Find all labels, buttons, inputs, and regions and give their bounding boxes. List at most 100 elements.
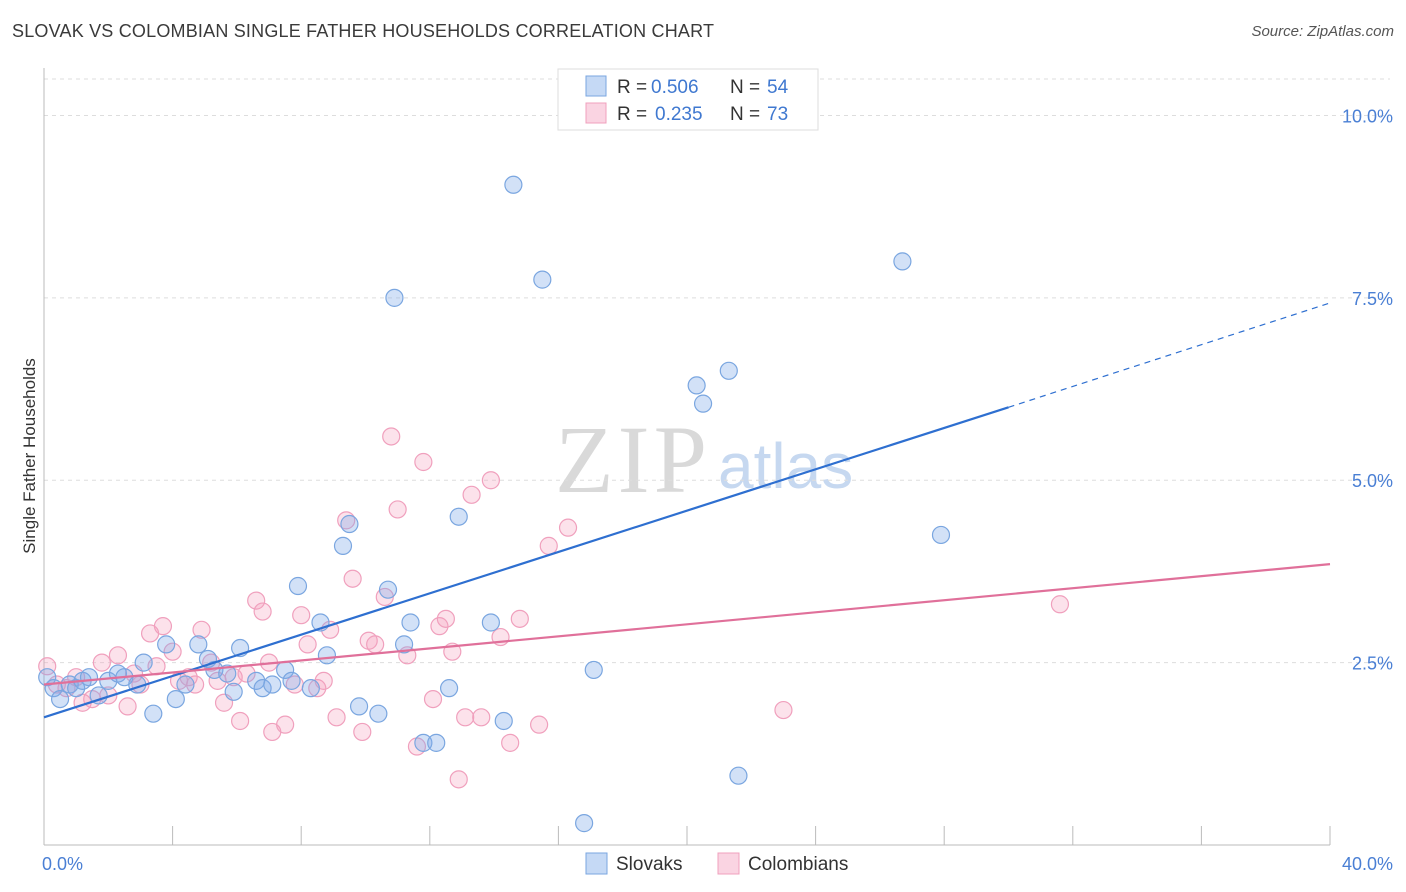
watermark-atlas: atlas [718,430,853,502]
slovak-point [494,711,513,731]
slovak-point [369,704,388,723]
y-tick-label: 5.0% [1352,471,1393,491]
colombian-point [153,617,173,636]
colombian-point [353,722,372,742]
colombian-point [774,700,793,720]
slovak-point [401,613,420,632]
colombian-point [99,686,118,705]
trend-lines [43,302,1331,719]
slovak-point [340,514,359,534]
colombian-point [558,518,578,537]
slovak-point [427,733,446,752]
slovak-point [481,613,500,632]
colombian-point [414,452,433,472]
legend-colombian-r-value: 0.235 [655,104,703,125]
slovak-point [176,675,195,694]
bottom-legend-slovak-swatch [585,852,608,875]
colombian-point [388,500,407,519]
watermark-zip: ZIP [555,406,711,513]
slovak-point [79,668,99,687]
slovak-point [333,536,353,555]
slovak-point [189,635,208,654]
colombian-point [343,569,362,588]
colombian-points [38,427,1070,789]
x-tick-label: 0.0% [42,854,83,874]
slovak-point [414,733,433,752]
slovak-point [67,679,86,698]
gridlines [44,78,1390,664]
x-ticks [43,826,1331,845]
legend-slovak-r-label: R = [617,77,647,98]
slovak-point [224,682,243,701]
slovak-points [38,175,951,833]
slovak-point [38,668,57,687]
slovak-point [301,679,320,698]
colombian-point [292,606,311,625]
colombian-point [327,708,346,727]
slovak-point [253,679,272,698]
bottom-legend-colombian-swatch [717,852,740,875]
slovak-point [575,814,594,833]
colombian-point [253,602,272,621]
colombian-point [186,675,205,694]
y-tick-labels: 2.5% 5.0% 7.5% 10.0% [1342,106,1393,673]
slovak-point [89,686,108,705]
colombian-point [423,689,443,709]
colombian-point [1050,595,1070,614]
slovak-point [317,646,337,665]
source-credit: Source: ZipAtlas.com [1251,23,1394,40]
legend-box [557,68,819,131]
chart-title: SLOVAK VS COLOMBIAN SINGLE FATHER HOUSEH… [12,21,715,41]
legend-colombian-swatch [585,102,607,124]
y-tick-label: 10.0% [1342,106,1393,126]
colombian-point [481,471,500,490]
legend-colombian-n-value: 73 [767,104,788,125]
slovak-point [288,576,308,596]
slovak-point [687,376,706,395]
colombian-point [449,770,468,789]
colombian-point [163,642,182,661]
colombian-point [118,697,137,716]
colombian-point [530,715,549,734]
x-tick-labels: 0.0% 40.0% [42,854,1393,874]
slovak-trend-line [43,406,1009,719]
slovak-point [394,635,414,654]
slovak-point [931,525,951,545]
slovak-point [166,689,185,709]
legend-slovak-r-value: 0.506 [651,77,699,98]
slovak-point [134,653,153,672]
legend-colombian-n-label: N = [730,104,760,125]
bottom-legend-slovak-label: Slovaks [616,854,683,875]
colombian-point [276,715,295,734]
slovak-point [533,270,552,289]
colombian-point [462,485,481,504]
slovak-point [263,675,282,694]
slovak-trend-extension [1008,302,1331,408]
colombian-point [366,635,385,654]
colombian-point [192,620,211,639]
slovak-point [439,679,459,698]
series-legend: Slovaks Colombians [585,852,848,875]
slovak-point [349,697,369,716]
slovak-point [144,704,163,723]
colombian-point [539,536,558,555]
slovak-point [157,635,176,654]
colombian-point [456,708,475,727]
y-tick-label: 7.5% [1352,289,1393,309]
slovak-point [584,660,603,680]
y-axis-title: Single Father Households [20,358,39,554]
colombian-point [430,617,449,636]
slovak-point [282,671,301,690]
colombian-point [108,646,128,665]
slovak-point [729,766,748,785]
slovak-point [385,288,404,307]
legend-colombian-r-label: R = [617,104,647,125]
x-tick-label: 40.0% [1342,854,1393,874]
colombian-point [436,609,455,628]
colombian-point [321,620,340,639]
colombian-point [298,635,317,654]
colombian-point [501,733,520,752]
slovak-point [719,361,738,380]
legend-slovak-n-value: 54 [767,77,789,98]
colombian-trend-line [43,563,1331,686]
